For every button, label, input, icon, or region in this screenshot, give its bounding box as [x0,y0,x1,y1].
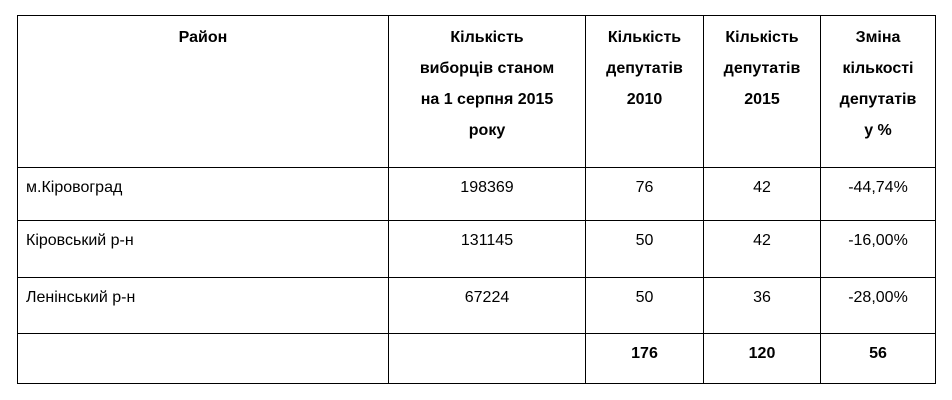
table-cell: 50 [585,277,704,334]
table-cell: 42 [703,220,821,278]
table-body: м.Кіровоград 198369 76 42 -44,74% Кіровський … [17,167,936,384]
header-cell: Район [17,15,389,168]
header-cell: Кількість депутатів 2015 [703,15,821,168]
header-cell: Кількість депутатів 2010 [585,15,704,168]
table-cell: 176 [585,333,704,384]
data-table: Район Кількість виборців станом на 1 серпня… [17,15,936,384]
table-cell: -44,74% [820,167,936,221]
table-cell: 56 [820,333,936,384]
header-line: Зміна [855,29,901,46]
header-line: у % [864,122,892,139]
table-cell: 76 [585,167,704,221]
table-cell: 120 [703,333,821,384]
header-line: Кількість [450,29,524,46]
table-cell: -28,00% [820,277,936,334]
header-line: виборців станом [419,60,555,77]
table-cell: Кіровський р-н [17,220,389,278]
table-header: Район Кількість виборців станом на 1 серпня… [17,15,936,168]
table-cell: 67224 [388,277,586,334]
header-row: Район Кількість виборців станом на 1 серпня… [17,15,936,168]
table-row: 176 120 56 [17,333,936,384]
table-cell: 50 [585,220,704,278]
header-line: 2015 [744,91,780,108]
header-line: депутатів [723,60,801,77]
header-line: на 1 серпня 2015 [420,91,554,108]
header-line: року [468,122,506,139]
header-line: Кількість [607,29,682,46]
header-line: 2010 [626,91,663,108]
header-line: кількості [842,60,914,77]
header-cell: Кількість виборців станом на 1 серпня 2015… [388,15,586,168]
header-line: депутатів [839,91,917,108]
table-cell: 42 [703,167,821,221]
empty-cell [388,333,586,384]
table-cell: Ленінський р-н [17,277,389,334]
table-row: м.Кіровоград 198369 76 42 -44,74% [17,167,936,221]
table-cell: м.Кіровоград [17,167,389,221]
table-row: Кіровський р-н 131145 50 42 -16,00% [17,220,936,278]
table-cell: -16,00% [820,220,936,278]
header-cell: Зміна кількості депутатів у % [820,15,936,168]
header-line: депутатів [606,60,683,77]
table-cell: 131145 [388,220,586,278]
table-cell: 36 [703,277,821,334]
header-line: Район [178,29,228,46]
table-cell: 198369 [388,167,586,221]
empty-cell [17,333,389,384]
table-row: Ленінський р-н 67224 50 36 -28,00% [17,277,936,334]
header-line: Кількість [725,29,799,46]
